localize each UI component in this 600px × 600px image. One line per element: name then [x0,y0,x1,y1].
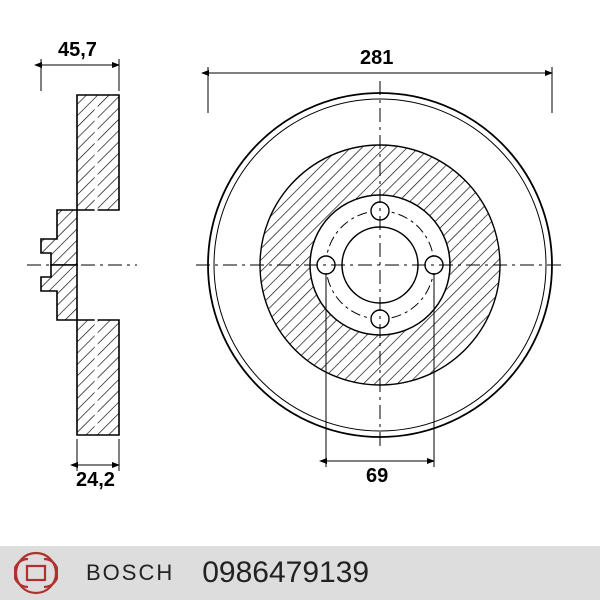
technical-drawing-svg [0,0,600,546]
footer-bar: BOSCH 0986479139 [0,546,600,600]
brand-label: BOSCH [86,560,174,586]
part-number-label: 0986479139 [202,556,369,590]
bosch-logo-icon [14,551,58,595]
dim-outer-diam: 281 [360,47,393,70]
diagram-canvas: 45,7 24,2 281 69 BOSCH 0986479139 [0,0,600,600]
dim-thickness: 24,2 [76,469,115,492]
dim-hat-offset: 45,7 [58,39,97,62]
dim-bolt-circle: 69 [366,465,388,488]
